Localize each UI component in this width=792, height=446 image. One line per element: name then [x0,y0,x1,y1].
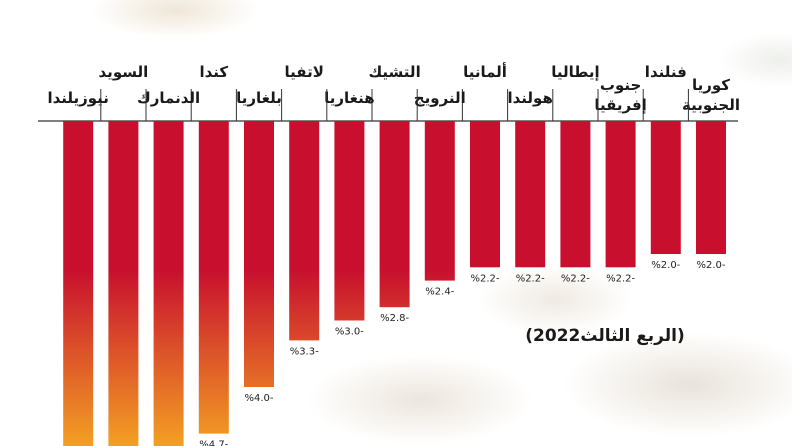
bar [334,121,365,321]
bar [63,121,94,446]
category-label: السويد [99,63,149,81]
category-label: بلغاريا [236,89,282,107]
bar [424,121,455,281]
value-label: %2.2- [516,273,545,284]
value-label: %4.0- [244,393,273,404]
bar [153,121,184,446]
category-label: نيوزيلندا [47,89,108,107]
category-label: فنلندا [645,63,687,81]
category-label: كوريا الجنوبية [682,76,740,114]
category-label: جنوب إفريقيا [594,76,646,114]
value-label: %2.2- [470,273,499,284]
bar [108,121,139,446]
category-label: هولندا [508,89,553,107]
bar [244,121,274,387]
category-label: هنغاريا [324,89,375,107]
bar [198,121,229,434]
category-label: النرويج [414,89,466,107]
value-label: %3.3- [290,346,319,357]
value-label: %2.2- [561,273,590,284]
value-label: %2.0- [651,260,680,271]
category-label: كندا [199,63,228,81]
category-label: لاتفيا [285,63,324,81]
period-label: (الربع الثالث2022) [525,326,685,346]
bar [379,121,410,308]
bar [605,121,636,268]
bar [515,121,546,268]
value-label: %3.0- [335,327,364,338]
value-label: %2.2- [606,273,635,284]
value-label: %2.8- [380,313,409,324]
value-label: %2.4- [425,287,454,298]
category-label: الدنمارك [137,89,200,107]
value-label: %4.7- [199,440,228,446]
category-label: إيطاليا [551,63,599,81]
bar [289,121,320,341]
bar [560,121,591,268]
value-label: %2.0- [696,260,725,271]
category-label: ألمانيا [463,62,507,81]
bar [650,121,681,254]
category-label: التشيك [368,63,420,81]
bar [696,121,726,254]
bar [470,121,500,268]
